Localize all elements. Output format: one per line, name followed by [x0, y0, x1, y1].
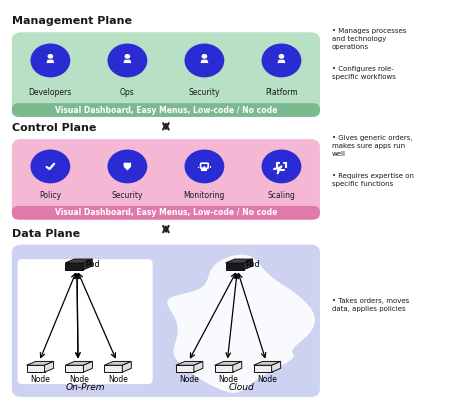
FancyBboxPatch shape: [18, 259, 153, 384]
Polygon shape: [27, 365, 45, 372]
FancyBboxPatch shape: [12, 139, 320, 220]
Polygon shape: [194, 361, 203, 372]
Text: • Takes orders, moves
data, applies policies: • Takes orders, moves data, applies poli…: [332, 298, 409, 312]
Text: On-Prem: On-Prem: [65, 383, 105, 392]
Polygon shape: [65, 365, 83, 372]
FancyBboxPatch shape: [12, 206, 320, 220]
Text: Visual Dashboard, Easy Menus, Low-code / No code: Visual Dashboard, Easy Menus, Low-code /…: [55, 208, 277, 217]
Ellipse shape: [125, 54, 130, 59]
Text: Security: Security: [189, 88, 220, 97]
Polygon shape: [277, 60, 285, 63]
Polygon shape: [124, 163, 131, 170]
Polygon shape: [215, 361, 242, 365]
Bar: [277, 163, 286, 170]
Polygon shape: [83, 361, 92, 372]
Ellipse shape: [184, 44, 224, 77]
Polygon shape: [104, 365, 122, 372]
Polygon shape: [226, 263, 244, 270]
Text: Monitoring: Monitoring: [184, 191, 225, 200]
Text: Node: Node: [180, 375, 199, 384]
FancyBboxPatch shape: [12, 32, 320, 117]
Ellipse shape: [108, 44, 147, 77]
Text: Node: Node: [30, 375, 50, 384]
Text: Scaling: Scaling: [267, 191, 295, 200]
Text: Security: Security: [112, 191, 143, 200]
Text: Visual Dashboard, Easy Menus, Low-code / No code: Visual Dashboard, Easy Menus, Low-code /…: [55, 106, 277, 114]
Polygon shape: [201, 60, 209, 63]
Polygon shape: [123, 60, 131, 63]
Polygon shape: [272, 361, 281, 372]
Polygon shape: [27, 361, 54, 365]
Text: • Requires expertise on
specific functions: • Requires expertise on specific functio…: [332, 173, 414, 187]
Text: Data Plane: Data Plane: [12, 229, 80, 239]
Bar: [204, 166, 205, 168]
Text: Node: Node: [257, 375, 277, 384]
Ellipse shape: [47, 54, 53, 59]
Polygon shape: [233, 361, 242, 372]
Text: Developers: Developers: [29, 88, 72, 97]
Bar: [198, 167, 199, 168]
Text: Control Plane: Control Plane: [12, 123, 96, 133]
FancyBboxPatch shape: [12, 103, 320, 117]
Polygon shape: [176, 365, 194, 372]
Ellipse shape: [30, 44, 70, 77]
Text: Node: Node: [69, 375, 89, 384]
Text: Pod: Pod: [85, 260, 100, 269]
Text: Platform: Platform: [265, 88, 298, 97]
Text: Pod: Pod: [246, 260, 260, 269]
Text: Policy: Policy: [39, 191, 62, 200]
Ellipse shape: [201, 54, 207, 59]
Polygon shape: [215, 365, 233, 372]
Text: Ops: Ops: [120, 88, 135, 97]
Polygon shape: [254, 365, 272, 372]
Text: Cloud: Cloud: [229, 383, 255, 392]
Polygon shape: [65, 361, 92, 365]
Polygon shape: [83, 259, 92, 270]
Polygon shape: [226, 259, 253, 263]
Polygon shape: [45, 361, 54, 372]
Ellipse shape: [262, 44, 301, 77]
Ellipse shape: [279, 54, 284, 59]
Polygon shape: [244, 259, 253, 270]
FancyBboxPatch shape: [12, 245, 320, 397]
Ellipse shape: [262, 150, 301, 183]
Text: • Gives generic orders,
makes sure apps run
well: • Gives generic orders, makes sure apps …: [332, 135, 412, 156]
Text: Node: Node: [108, 375, 128, 384]
Text: • Manages processes
and technology
operations: • Manages processes and technology opera…: [332, 28, 406, 50]
Polygon shape: [122, 361, 131, 372]
Ellipse shape: [30, 150, 70, 183]
Text: • Configures role-
specific workflows: • Configures role- specific workflows: [332, 66, 396, 80]
Polygon shape: [65, 263, 83, 270]
Ellipse shape: [108, 150, 147, 183]
Polygon shape: [104, 361, 131, 365]
Text: Management Plane: Management Plane: [12, 16, 132, 26]
Polygon shape: [46, 60, 55, 63]
Polygon shape: [254, 361, 281, 365]
Text: Node: Node: [219, 375, 238, 384]
Polygon shape: [176, 361, 203, 365]
Polygon shape: [167, 255, 315, 393]
Polygon shape: [65, 259, 92, 263]
Ellipse shape: [184, 150, 224, 183]
